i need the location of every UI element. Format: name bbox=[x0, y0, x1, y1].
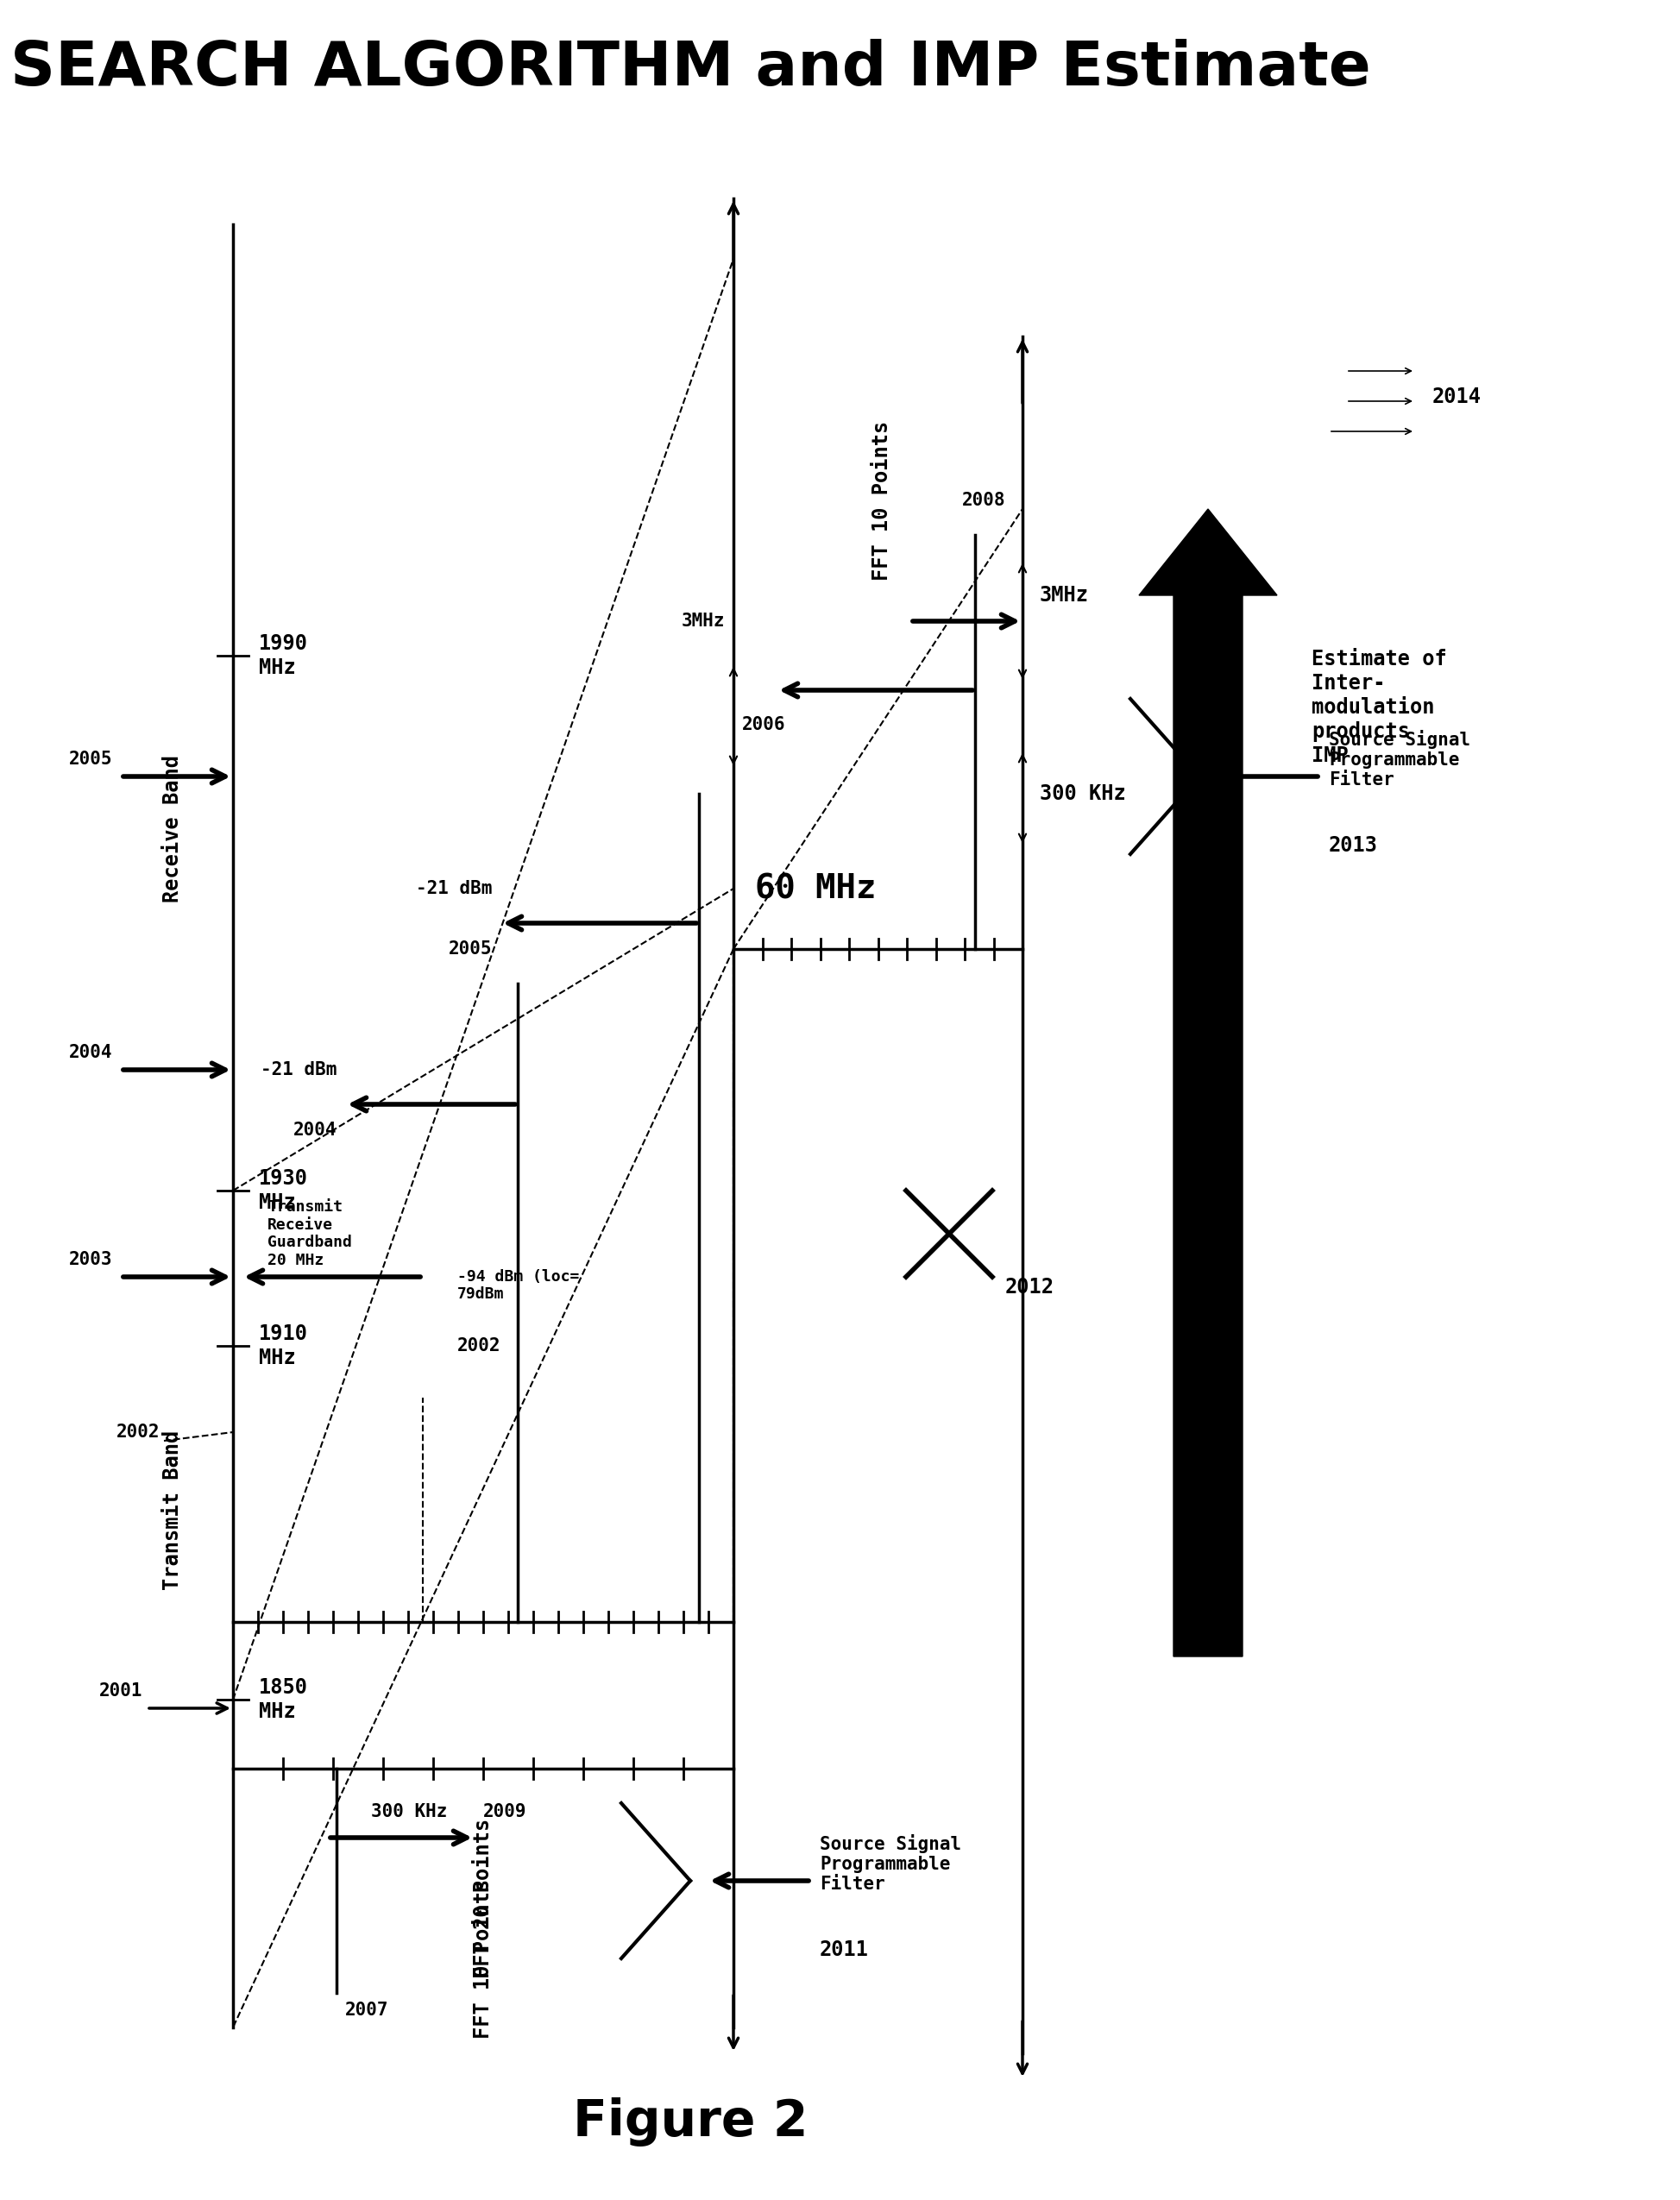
Text: 1930
MHz: 1930 MHz bbox=[259, 1168, 307, 1212]
Text: 2005: 2005 bbox=[69, 750, 113, 768]
Text: 1990
MHz: 1990 MHz bbox=[259, 634, 307, 678]
Text: SEARCH ALGORITHM and IMP Estimate: SEARCH ALGORITHM and IMP Estimate bbox=[10, 40, 1371, 99]
Text: 3MHz: 3MHz bbox=[680, 612, 724, 629]
Text: 2002: 2002 bbox=[116, 1423, 160, 1441]
Text: 2009: 2009 bbox=[484, 1804, 528, 1819]
Text: 1850
MHz: 1850 MHz bbox=[259, 1676, 307, 1723]
Text: -94 dBm (loc=
79dBm: -94 dBm (loc= 79dBm bbox=[457, 1269, 580, 1302]
Text: 1910
MHz: 1910 MHz bbox=[259, 1324, 307, 1368]
Text: 2012: 2012 bbox=[1005, 1276, 1055, 1298]
Text: -21 dBm: -21 dBm bbox=[415, 880, 492, 898]
Text: 300 KHz: 300 KHz bbox=[1040, 783, 1126, 803]
Text: 2002: 2002 bbox=[457, 1338, 501, 1355]
Text: 3MHz: 3MHz bbox=[1040, 585, 1089, 605]
Text: 2013: 2013 bbox=[1329, 836, 1378, 856]
Text: -21 dBm: -21 dBm bbox=[260, 1060, 336, 1078]
Text: Transmit
Receive
Guardband
20 MHz: Transmit Receive Guardband 20 MHz bbox=[267, 1199, 351, 1269]
Text: 2001: 2001 bbox=[99, 1683, 143, 1701]
Text: Receive Band: Receive Band bbox=[163, 755, 183, 902]
Text: Figure 2: Figure 2 bbox=[573, 2099, 808, 2147]
FancyArrow shape bbox=[1139, 508, 1277, 1657]
Text: 60 MHz: 60 MHz bbox=[754, 871, 875, 904]
Text: 2014: 2014 bbox=[1433, 387, 1482, 407]
Text: Transmit Band: Transmit Band bbox=[163, 1430, 183, 1591]
Text: 2007: 2007 bbox=[344, 2002, 388, 2020]
Text: FFT 10 Points: FFT 10 Points bbox=[872, 420, 892, 581]
Text: 2008: 2008 bbox=[963, 493, 1005, 508]
Text: FFT 20 Points: FFT 20 Points bbox=[472, 1817, 494, 1978]
Text: Source Signal
Programmable
Filter: Source Signal Programmable Filter bbox=[1329, 730, 1470, 790]
Text: FFT 10 Points: FFT 10 Points bbox=[472, 1879, 494, 2039]
Text: 2004: 2004 bbox=[292, 1122, 336, 1140]
Text: 2005: 2005 bbox=[449, 939, 492, 957]
Text: 2011: 2011 bbox=[820, 1940, 869, 1960]
Text: 300 KHz: 300 KHz bbox=[371, 1804, 447, 1819]
Text: Source Signal
Programmable
Filter: Source Signal Programmable Filter bbox=[820, 1835, 961, 1892]
Text: 2004: 2004 bbox=[69, 1045, 113, 1060]
Text: 2003: 2003 bbox=[69, 1252, 113, 1267]
Text: Estimate of
Inter-
modulation
products
IMP: Estimate of Inter- modulation products I… bbox=[1312, 649, 1446, 766]
Text: 2006: 2006 bbox=[743, 715, 786, 733]
